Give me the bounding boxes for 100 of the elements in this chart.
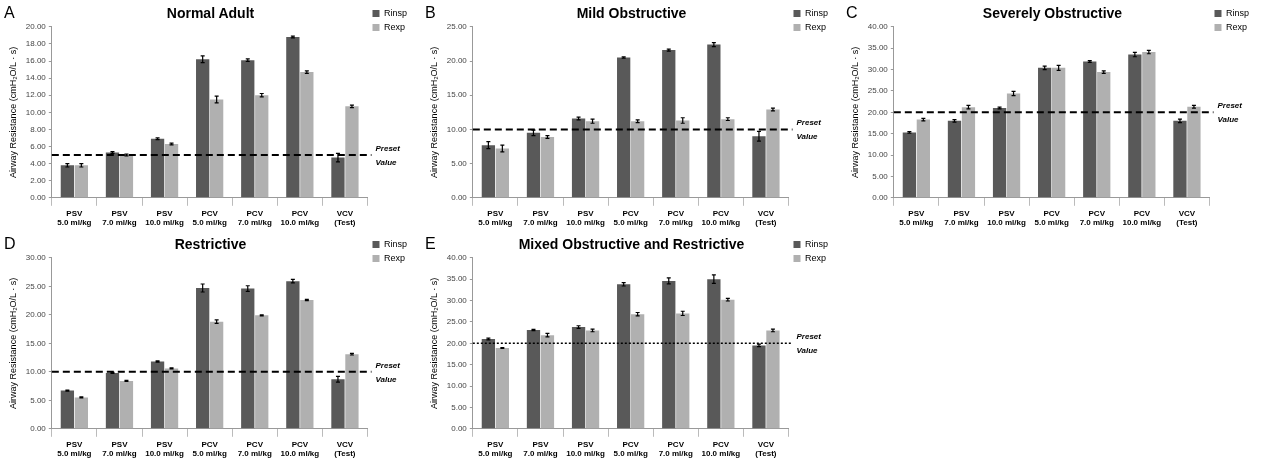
x-tick-label: VCV (Test) xyxy=(755,208,777,228)
bar xyxy=(150,361,165,429)
bar xyxy=(526,132,541,198)
legend-label: Rexp xyxy=(383,21,406,32)
y-tick-label: 5.00 xyxy=(451,158,468,168)
y-tick-label: 15.00 xyxy=(446,359,468,369)
ref-line-label: Preset Value xyxy=(375,360,401,384)
text: B xyxy=(425,4,436,22)
y-tick-label: 30.00 xyxy=(867,64,889,74)
text: C xyxy=(846,4,858,22)
ref-line-label: Preset Value xyxy=(796,118,822,142)
x-tick-label: PSV 5.0 ml/kg xyxy=(478,439,513,459)
y-tick-label: 5.00 xyxy=(30,395,47,405)
chart-title: Restrictive xyxy=(174,236,247,253)
x-tick-label: VCV (Test) xyxy=(334,208,356,228)
legend-label: Rinsp xyxy=(383,7,408,18)
x-tick-label: PSV 7.0 ml/kg xyxy=(102,208,137,228)
y-tick-label: 0.00 xyxy=(451,193,468,202)
y-tick-label: 15.00 xyxy=(867,128,889,138)
x-tick-label: PSV 5.0 ml/kg xyxy=(57,208,92,228)
bar xyxy=(947,120,962,198)
y-tick-label: 8.00 xyxy=(30,124,47,134)
legend-label: Rexp xyxy=(383,252,406,263)
bar xyxy=(60,165,75,198)
bar xyxy=(752,136,766,198)
bar xyxy=(1052,67,1066,198)
y-tick-label: 12.00 xyxy=(25,90,47,100)
bar xyxy=(526,330,541,429)
x-tick-label: PSV 7.0 ml/kg xyxy=(102,439,137,459)
x-tick-label: VCV (Test) xyxy=(334,439,356,459)
y-tick-label: 25.00 xyxy=(867,86,889,96)
bar xyxy=(631,314,645,429)
y-tick-label: 20.00 xyxy=(446,56,468,66)
x-tick-label: PSV 7.0 ml/kg xyxy=(523,208,558,228)
bar xyxy=(766,330,780,429)
x-tick-label: PSV 10.0 ml/kg xyxy=(566,208,606,228)
bar xyxy=(331,379,345,429)
x-tick-label: PCV 10.0 ml/kg xyxy=(280,439,320,459)
bar xyxy=(241,60,255,198)
bar xyxy=(286,281,300,429)
legend-label: Rinsp xyxy=(804,238,829,249)
bar xyxy=(1128,54,1142,198)
x-tick-label: PCV 7.0 ml/kg xyxy=(658,208,693,228)
x-tick-label: PSV 7.0 ml/kg xyxy=(523,439,558,459)
x-tick-label: PCV 10.0 ml/kg xyxy=(280,208,320,228)
bar xyxy=(255,315,269,429)
bar xyxy=(331,157,345,198)
legend-label: Rexp xyxy=(804,252,827,263)
x-tick-label: PCV 7.0 ml/kg xyxy=(237,208,272,228)
y-axis-title: Airway Resistance (cmH₂O/L · s) xyxy=(7,46,18,178)
bar xyxy=(241,288,255,429)
y-tick-label: 16.00 xyxy=(25,56,47,66)
bar xyxy=(676,313,690,429)
x-tick-label: PSV 10.0 ml/kg xyxy=(145,439,185,459)
bar xyxy=(105,372,120,429)
bar xyxy=(60,390,75,429)
y-tick-label: 40.00 xyxy=(446,253,468,262)
bar xyxy=(210,99,224,198)
y-axis-title: Airway Resistance (cmH₂O/L · s) xyxy=(428,277,439,409)
bar xyxy=(617,57,631,198)
bar xyxy=(105,152,120,198)
x-tick-label: PCV 5.0 ml/kg xyxy=(192,439,227,459)
bar xyxy=(164,143,179,198)
bar xyxy=(1083,61,1097,198)
y-axis-title: Airway Resistance (cmH₂O/L · s) xyxy=(7,277,18,409)
x-tick-label: PCV 10.0 ml/kg xyxy=(1122,208,1162,228)
legend-label: Rinsp xyxy=(1225,7,1250,18)
x-tick-label: PCV 7.0 ml/kg xyxy=(237,439,272,459)
y-tick-label: 10.00 xyxy=(867,150,889,160)
bar xyxy=(255,95,269,198)
bar xyxy=(662,280,676,429)
y-tick-label: 14.00 xyxy=(25,73,47,83)
bar xyxy=(119,155,134,198)
y-tick-label: 35.00 xyxy=(446,274,468,284)
y-tick-label: 0.00 xyxy=(30,424,47,433)
y-tick-label: 10.00 xyxy=(25,107,47,117)
text: D xyxy=(4,235,16,253)
chart-title: Mild Obstructive xyxy=(576,5,687,22)
x-tick-label: PCV 10.0 ml/kg xyxy=(701,208,741,228)
x-tick-label: PSV 10.0 ml/kg xyxy=(566,439,606,459)
x-tick-label: PCV 5.0 ml/kg xyxy=(613,439,648,459)
bar xyxy=(210,321,224,429)
y-tick-label: 4.00 xyxy=(30,158,47,168)
chart-title: Normal Adult xyxy=(166,5,255,22)
x-tick-label: VCV (Test) xyxy=(1176,208,1198,228)
chart-title: Severely Obstructive xyxy=(982,5,1123,22)
y-tick-label: 30.00 xyxy=(25,253,47,262)
bar xyxy=(119,380,134,429)
bar xyxy=(74,397,88,429)
text: A xyxy=(4,4,15,22)
y-tick-label: 35.00 xyxy=(867,43,889,53)
bar xyxy=(495,148,509,198)
legend-label: Rinsp xyxy=(804,7,829,18)
bar xyxy=(752,345,766,429)
y-axis-title: Airway Resistance (cmH₂O/L · s) xyxy=(849,46,860,178)
bar xyxy=(300,72,314,198)
x-tick-label: PCV 5.0 ml/kg xyxy=(192,208,227,228)
bar xyxy=(345,354,359,429)
bar xyxy=(916,119,930,198)
bar xyxy=(617,284,631,429)
